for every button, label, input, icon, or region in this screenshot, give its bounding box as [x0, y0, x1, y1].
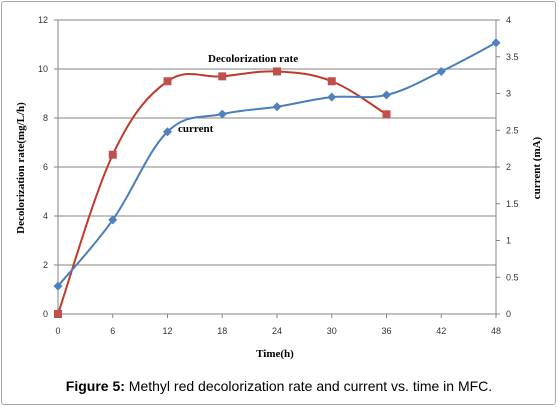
x-axis-title: Time(h) — [256, 348, 294, 360]
decolorization-rate-point — [273, 67, 281, 76]
left-axis-title: Decolorization rate(mg/L/h) — [15, 102, 27, 234]
x-tick-label: 42 — [436, 326, 446, 336]
left-tick-label: 0 — [43, 309, 48, 319]
decolorization-rate-point — [218, 72, 227, 81]
decolorization-rate-label: Decolorization rate — [208, 53, 298, 65]
current-point — [327, 92, 337, 102]
left-tick-label: 12 — [38, 15, 48, 25]
decolorization-rate-point — [382, 110, 391, 119]
left-tick-label: 6 — [43, 162, 48, 172]
x-tick-label: 30 — [327, 326, 337, 336]
left-tick-label: 2 — [43, 260, 48, 270]
right-tick-label: 0 — [506, 309, 511, 319]
x-tick-label: 18 — [217, 326, 227, 336]
left-tick-label: 10 — [38, 64, 48, 74]
figure-caption: Figure 5: Methyl red decolorization rate… — [0, 378, 558, 394]
right-tick-label: 3.5 — [506, 52, 519, 62]
left-axis-ticks: 0 2 4 6 8 10 12 — [38, 15, 58, 319]
current-line — [57, 41, 497, 287]
decolorization-rate-point — [54, 310, 62, 318]
current-point — [382, 90, 391, 100]
current-point — [272, 102, 282, 112]
x-tick-label: 12 — [162, 326, 172, 336]
right-tick-label: 0.5 — [506, 272, 519, 282]
decolorization-rate-point — [327, 77, 336, 86]
left-tick-label: 8 — [43, 113, 48, 123]
right-tick-label: 1 — [506, 236, 511, 246]
current-point — [163, 127, 172, 137]
decolorization-rate-line — [57, 70, 388, 315]
current-point — [108, 215, 118, 225]
caption-text: Methyl red decolorization rate and curre… — [124, 378, 493, 394]
x-axis-ticks: 0 6 12 18 24 30 36 42 48 — [55, 314, 501, 336]
right-tick-label: 1.5 — [506, 199, 519, 209]
current-point — [491, 38, 501, 48]
current-point — [217, 109, 227, 119]
current-point — [53, 281, 63, 291]
right-axis-title: current (mA) — [531, 136, 543, 199]
series — [53, 38, 501, 318]
current-point — [436, 66, 446, 76]
x-tick-label: 0 — [55, 326, 60, 336]
decolorization-rate-point — [108, 150, 117, 159]
right-tick-label: 2 — [506, 162, 511, 172]
right-tick-label: 2.5 — [506, 125, 519, 135]
x-tick-label: 36 — [381, 326, 391, 336]
decolorization-rate-point — [163, 77, 172, 86]
right-axis-ticks: 0 0.5 1 1.5 2 2.5 3 3.5 4 — [496, 15, 519, 319]
x-tick-label: 48 — [491, 326, 501, 336]
right-tick-label: 4 — [506, 15, 511, 25]
left-tick-label: 4 — [43, 211, 48, 221]
current-label: current — [178, 123, 214, 135]
caption-label: Figure 5: — [65, 378, 125, 394]
x-tick-label: 6 — [110, 326, 115, 336]
right-tick-label: 3 — [506, 89, 511, 99]
x-tick-label: 24 — [272, 326, 282, 336]
